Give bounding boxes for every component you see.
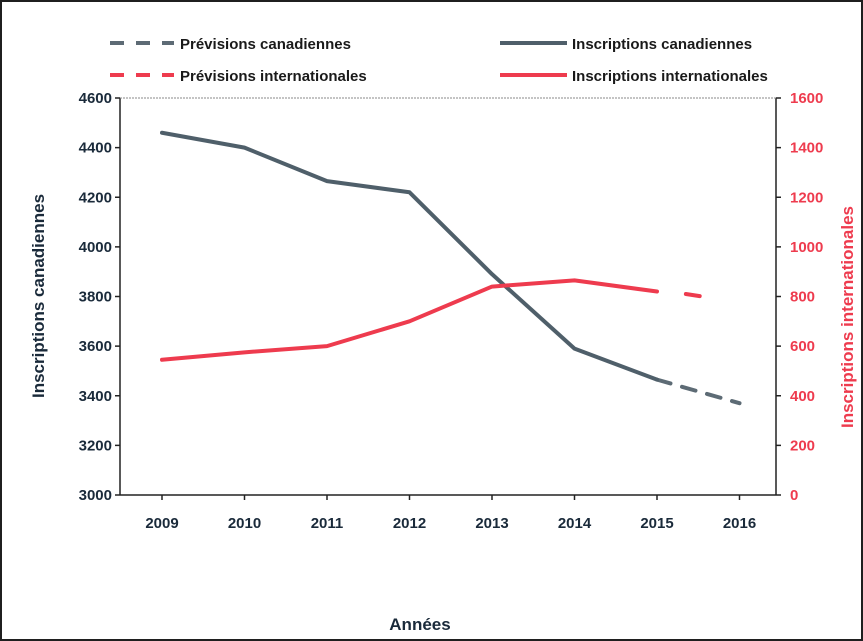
right-y-tick-label: 1200 [790, 189, 823, 206]
left-y-tick-label: 3600 [79, 338, 112, 355]
left-y-tick-label: 4200 [79, 189, 112, 206]
x-tick-label: 2011 [311, 515, 344, 532]
x-tick-label: 2009 [145, 515, 178, 532]
left-y-tick-label: 3400 [79, 388, 112, 405]
series-lines [160, 130, 742, 406]
right-y-tick-label: 1000 [790, 239, 823, 256]
x-axis-title: Années [389, 615, 450, 634]
axes [119, 97, 777, 496]
right-y-tick-label: 400 [790, 388, 815, 405]
x-tick-label: 2013 [475, 515, 508, 532]
x-tick-label: 2012 [393, 515, 426, 532]
x-tick-label: 2014 [558, 515, 592, 532]
left-y-tick-label: 4000 [79, 239, 112, 256]
series-line-0 [655, 377, 742, 406]
right-y-tick-label: 1600 [790, 90, 823, 107]
left-y-tick-label: 3800 [79, 289, 112, 306]
right-y-tick-label: 600 [790, 338, 815, 355]
legend: Prévisions canadiennes Inscriptions canad… [110, 36, 768, 85]
tick-labels: 3000 3200 3400 3600 3800 4000 4200 4400 4600 0 200… [79, 90, 824, 532]
right-y-tick-label: 0 [790, 487, 798, 504]
legend-label: Prévisions internationales [180, 68, 367, 85]
left-y-tick-label: 3200 [79, 437, 112, 454]
series-line-3 [160, 278, 659, 362]
legend-label: Inscriptions canadiennes [572, 36, 752, 53]
series-line-2 [683, 292, 705, 299]
x-tick-label: 2016 [723, 515, 756, 532]
legend-label: Prévisions canadiennes [180, 36, 351, 53]
left-y-tick-label: 4600 [79, 90, 112, 107]
right-y-tick-label: 800 [790, 289, 815, 306]
right-y-axis-title: Inscriptions internationales [838, 206, 857, 428]
right-y-tick-label: 200 [790, 437, 815, 454]
x-tick-label: 2010 [228, 515, 261, 532]
left-y-axis-title: Inscriptions canadiennes [29, 194, 48, 398]
legend-label: Inscriptions internationales [572, 68, 768, 85]
left-y-tick-label: 4400 [79, 140, 112, 157]
series-line-1 [160, 130, 659, 382]
right-y-tick-label: 1400 [790, 140, 823, 157]
left-y-tick-label: 3000 [79, 487, 112, 504]
x-tick-label: 2015 [640, 515, 673, 532]
